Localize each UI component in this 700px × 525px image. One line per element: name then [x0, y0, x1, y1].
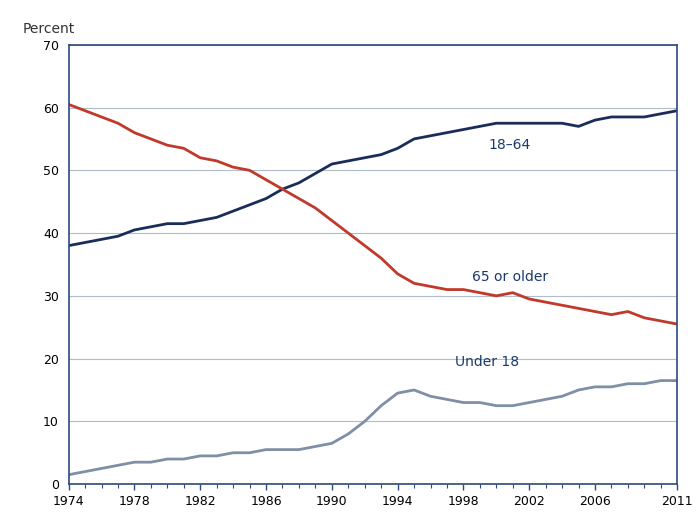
Text: 65 or older: 65 or older: [472, 270, 548, 284]
Text: Percent: Percent: [23, 22, 75, 36]
Text: Under 18: Under 18: [455, 355, 519, 369]
Text: 18–64: 18–64: [488, 138, 531, 152]
